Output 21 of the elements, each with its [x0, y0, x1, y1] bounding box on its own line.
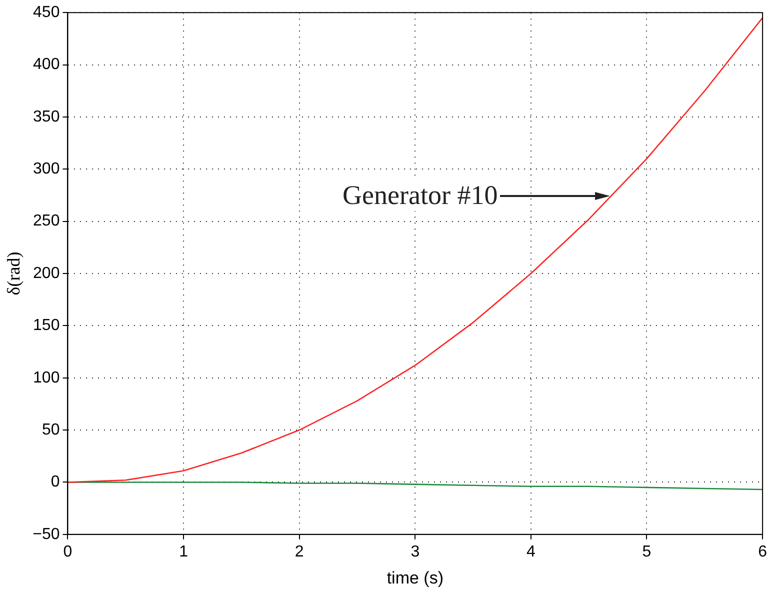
x-tick-label: 3: [410, 543, 420, 560]
x-tick-label: 0: [63, 543, 72, 560]
y-tick-label: 0: [50, 474, 60, 491]
y-tick-label: 50: [42, 421, 60, 438]
x-tick-label: 1: [179, 543, 188, 560]
y-tick-label: −50: [32, 526, 60, 543]
x-tick-label: 4: [526, 543, 536, 560]
y-tick-label: 400: [33, 56, 60, 74]
y-axis-title: δ(rad): [4, 252, 24, 296]
y-tick-label: 300: [33, 160, 60, 178]
y-tick-label: 100: [33, 369, 60, 386]
x-tick-label: 6: [758, 543, 768, 560]
y-tick-label: 450: [33, 4, 60, 22]
y-tick-label: 350: [33, 108, 60, 126]
y-tick-label: 200: [33, 264, 60, 282]
y-tick-label: 250: [33, 212, 60, 230]
annotation: Generator #10: [340, 179, 500, 212]
x-tick-label: 5: [642, 543, 652, 560]
x-axis-title: time (s): [386, 568, 444, 588]
y-tick-label: 150: [33, 317, 60, 334]
x-tick-label: 2: [294, 543, 304, 560]
